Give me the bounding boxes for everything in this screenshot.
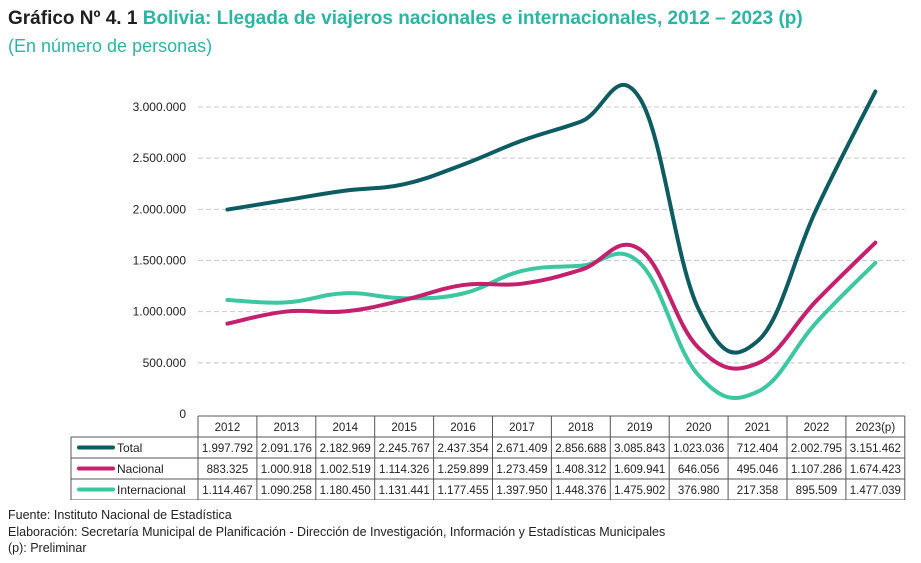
footer-note: (p): Preliminar xyxy=(8,541,87,555)
x-tick-label: 2015 xyxy=(391,422,417,434)
x-tick-label: 2018 xyxy=(568,422,594,434)
x-tick-label: 2023(p) xyxy=(856,422,896,434)
data-label: 1.997.792 xyxy=(202,443,253,455)
series-line-total xyxy=(225,82,878,355)
data-label: 1.448.376 xyxy=(555,485,606,497)
chart-subtitle: (En número de personas) xyxy=(8,36,213,56)
data-label: 495.046 xyxy=(737,464,779,476)
data-label: 646.056 xyxy=(678,464,720,476)
data-label: 1.177.455 xyxy=(437,485,488,497)
data-label: 1.609.941 xyxy=(614,464,665,476)
data-label: 1.273.459 xyxy=(496,464,547,476)
x-tick-label: 2013 xyxy=(274,422,300,434)
data-label: 883.325 xyxy=(207,464,249,476)
legend-label-total: Total xyxy=(117,441,142,455)
chart-title-main: Bolivia: Llegada de viajeros nacionales … xyxy=(142,8,803,29)
data-label: 2.671.409 xyxy=(496,443,547,455)
data-label: 1.180.450 xyxy=(320,485,371,497)
data-label: 2.182.969 xyxy=(320,443,371,455)
y-tick-label: 1.500.000 xyxy=(133,254,187,268)
data-label: 1.408.312 xyxy=(555,464,606,476)
data-label: 217.358 xyxy=(737,485,779,497)
data-label: 1.090.258 xyxy=(261,485,312,497)
data-label: 1.475.902 xyxy=(614,485,665,497)
data-label: 1.674.423 xyxy=(850,464,901,476)
line-chart: 0 500.000 1.000.000 1.500.000 2.000.000 2.500… xyxy=(70,82,906,500)
data-label: 1.023.036 xyxy=(673,443,724,455)
y-tick-label: 500.000 xyxy=(143,356,187,370)
data-label: 376.980 xyxy=(678,485,720,497)
series-line-internacional xyxy=(225,251,878,400)
footer-source: Fuente: Instituto Nacional de Estadístic… xyxy=(8,508,232,522)
y-tick-label: 1.000.000 xyxy=(133,305,187,319)
data-label: 1.397.950 xyxy=(496,485,547,497)
data-label: 1.477.039 xyxy=(850,485,901,497)
data-label: 1.000.918 xyxy=(261,464,312,476)
data-label: 1.114.326 xyxy=(379,464,429,476)
x-tick-label: 2022 xyxy=(804,422,830,434)
x-tick-label: 2016 xyxy=(450,422,476,434)
footer-elaboration: Elaboración: Secretaría Municipal de Pla… xyxy=(8,524,666,539)
x-tick-label: 2021 xyxy=(745,422,771,434)
data-label: 3.085.843 xyxy=(614,443,665,455)
data-label: 1.002.519 xyxy=(320,464,371,476)
footer: Fuente: Instituto Nacional de Estadístic… xyxy=(8,507,665,557)
data-label: 2.245.767 xyxy=(379,443,430,455)
data-label: 1.259.899 xyxy=(437,464,488,476)
chart-title: Gráfico Nº 4. 1 Bolivia: Llegada de viaj… xyxy=(8,8,803,30)
data-label: 895.509 xyxy=(796,485,838,497)
series-line-nacional xyxy=(225,240,878,371)
data-label: 2.002.795 xyxy=(791,443,842,455)
x-tick-label: 2019 xyxy=(627,422,653,434)
data-label: 2.856.688 xyxy=(555,443,606,455)
data-label: 2.091.176 xyxy=(261,443,312,455)
x-tick-label: 2020 xyxy=(686,422,712,434)
y-tick-label: 2.000.000 xyxy=(133,202,187,216)
y-tick-label: 2.500.000 xyxy=(133,151,187,165)
data-label: 1.107.286 xyxy=(791,464,842,476)
data-label: 2.437.354 xyxy=(437,443,489,455)
data-label: 1.114.467 xyxy=(202,485,252,497)
y-tick-label: 3.000.000 xyxy=(133,100,187,114)
legend-label-nacional: Nacional xyxy=(117,462,164,476)
x-tick-label: 2012 xyxy=(215,422,241,434)
legend-label-internacional: Internacional xyxy=(117,483,186,497)
x-tick-label: 2014 xyxy=(332,422,358,434)
x-tick-label: 2017 xyxy=(509,422,535,434)
y-tick-label: 0 xyxy=(179,407,186,421)
data-label: 1.131.441 xyxy=(379,485,430,497)
chart-title-prefix: Gráfico Nº 4. 1 xyxy=(8,8,138,29)
data-label: 712.404 xyxy=(737,443,779,455)
data-label: 3.151.462 xyxy=(850,443,901,455)
